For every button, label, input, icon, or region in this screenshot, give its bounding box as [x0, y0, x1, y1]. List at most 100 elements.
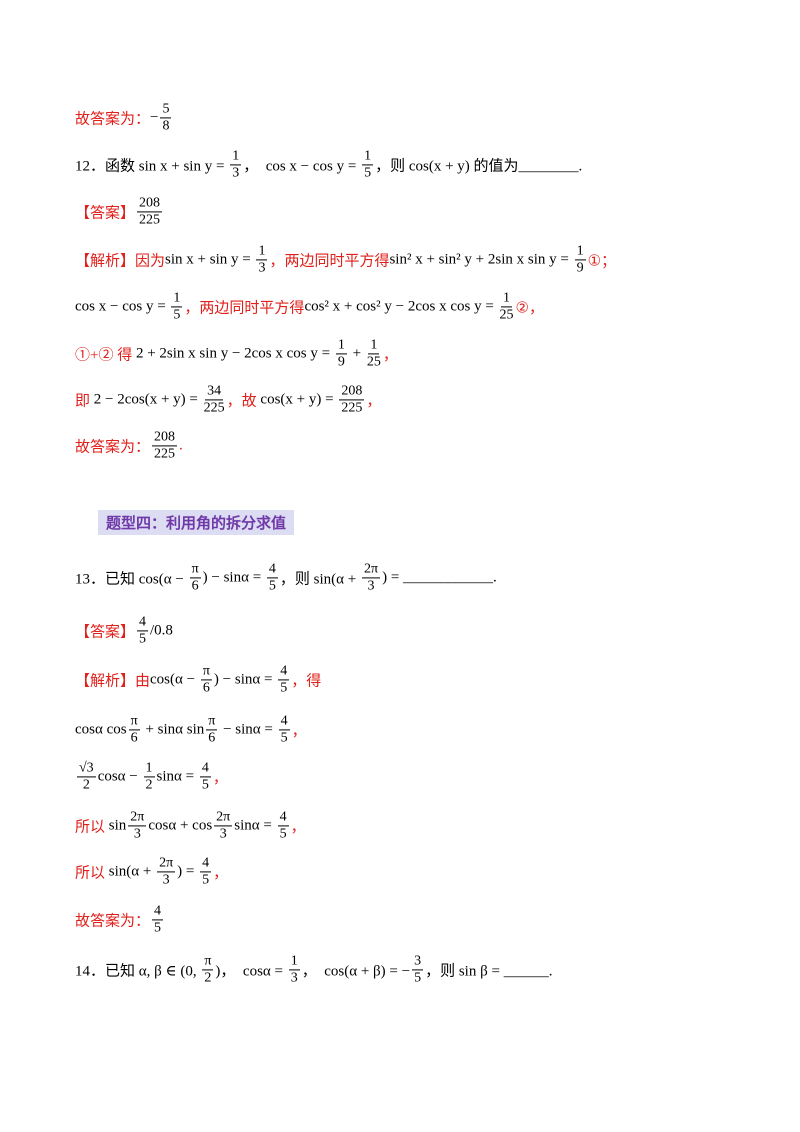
- text-line: 故答案为： −5 8: [75, 101, 173, 134]
- numerator: 34: [205, 383, 224, 401]
- fraction: 2π 3: [128, 809, 147, 842]
- math-text: +: [348, 345, 365, 362]
- text-line: 【解析】由 cos(α − π 6) − sinα = 4 5 ，得: [75, 663, 321, 696]
- text-line: √3 2 cosα − 1 2 sinα = 4 5，: [75, 760, 228, 793]
- math-text: −: [150, 109, 159, 126]
- highlight-text: ，: [213, 865, 229, 882]
- math-text: sin(α +: [108, 863, 156, 880]
- highlight-text: ，故: [226, 393, 261, 410]
- numerator: 4: [137, 614, 149, 632]
- highlight-text: 【解析】由: [75, 673, 151, 690]
- denominator: 6: [202, 680, 210, 696]
- highlight-text: ，: [366, 393, 382, 410]
- highlight-text: ②，: [515, 300, 544, 317]
- numerator: 4: [200, 855, 212, 873]
- numerator: 1: [574, 243, 586, 261]
- fraction: 34 225: [204, 383, 225, 416]
- denominator: 225: [341, 400, 363, 416]
- denominator: 5: [279, 826, 287, 842]
- math-text: sin: [108, 817, 127, 834]
- numerator: π: [206, 713, 218, 731]
- math-text: cosα + cos: [148, 817, 213, 834]
- math-text: sin² x + sin² y + 2sin x sin y =: [389, 251, 573, 268]
- denominator: 25: [366, 354, 381, 370]
- numerator: 1: [256, 243, 268, 261]
- numerator: 2π: [214, 809, 233, 827]
- highlight-text: 故答案为：: [75, 439, 151, 456]
- highlight-text: 故答案为：: [75, 913, 151, 930]
- denominator: 5: [280, 680, 288, 696]
- numerator: 4: [278, 663, 290, 681]
- math-text: cos² x + cos² y − 2cos x cos y =: [304, 298, 498, 315]
- math-text: 2 + 2sin x sin y − 2cos x cos y =: [135, 345, 334, 362]
- math-text: − sinα =: [219, 721, 277, 738]
- numerator: 2π: [362, 561, 381, 579]
- denominator: 5: [268, 578, 276, 594]
- text-line: 12．函数 sin x + sin y = 1 3， cos x − cos y …: [75, 148, 582, 181]
- text-line: ①+② 得 2 + 2sin x sin y − 2cos x cos y = …: [75, 337, 398, 370]
- highlight-text: 【解析】因为: [75, 253, 166, 270]
- math-text: 14．已知 α, β ∈ (0,: [75, 963, 201, 980]
- text-line: 【答案】 4 5/0.8: [75, 614, 173, 647]
- denominator: 5: [154, 920, 162, 936]
- text-line: 即 2 − 2cos(x + y) = 34 225 ，故 cos(x + y) =…: [75, 383, 381, 416]
- fraction: 1 25: [367, 337, 381, 370]
- math-text: sin x + sin y =: [165, 251, 255, 268]
- math-text: /0.8: [150, 622, 173, 639]
- math-text: 12．函数 sin x + sin y =: [75, 158, 229, 175]
- denominator: 5: [364, 165, 372, 181]
- denominator: 225: [139, 212, 161, 228]
- denominator: 5: [202, 872, 210, 888]
- math-text: ， cos x − cos y =: [243, 158, 361, 175]
- denominator: 3: [162, 872, 170, 888]
- denominator: 225: [203, 400, 225, 416]
- denominator: 9: [576, 260, 584, 276]
- math-text: ) = ____________.: [382, 569, 497, 586]
- fraction: 208 225: [137, 195, 163, 228]
- text-line: 故答案为： 4 5: [75, 903, 165, 936]
- numerator: π: [128, 713, 140, 731]
- text-line: cos x − cos y = 1 5 ，两边同时平方得 cos² x + cos² …: [75, 290, 544, 323]
- numerator: 1: [501, 290, 513, 308]
- highlight-text: ，两边同时平方得: [269, 253, 390, 270]
- denominator: 2: [204, 970, 212, 986]
- denominator: 8: [162, 118, 170, 134]
- fraction: 208 225: [152, 429, 178, 462]
- denominator: 3: [133, 826, 141, 842]
- highlight-text: ，: [290, 819, 306, 836]
- text-line: 14．已知 α, β ∈ (0, π 2)， cosα = 1 3， cos(α +…: [75, 953, 552, 986]
- denominator: 25: [499, 307, 514, 323]
- numerator: 1: [335, 337, 347, 355]
- numerator: 208: [137, 195, 163, 213]
- math-text: ， cos(α + β) = −: [301, 963, 411, 980]
- math-text: ，则 sin(α +: [279, 571, 360, 588]
- denominator: 3: [258, 260, 266, 276]
- highlight-text: 【答案】: [75, 205, 136, 222]
- numerator: 2π: [128, 809, 147, 827]
- text-line: 【答案】 208 225: [75, 195, 164, 228]
- math-text: )， cosα =: [215, 963, 287, 980]
- math-text: cos(α −: [150, 671, 199, 688]
- numerator: 208: [152, 429, 178, 447]
- fraction: 2π 3: [157, 855, 176, 888]
- denominator: 6: [191, 578, 199, 594]
- highlight-text: ，: [291, 723, 307, 740]
- section-heading: 题型四：利用角的拆分求值: [98, 510, 295, 535]
